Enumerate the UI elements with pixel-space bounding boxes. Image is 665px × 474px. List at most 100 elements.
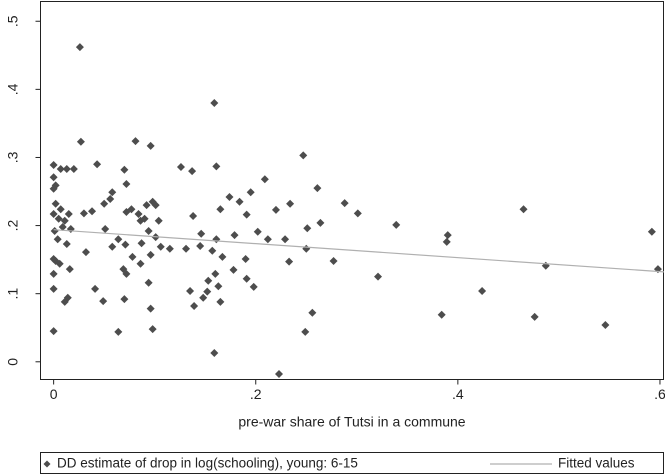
- point: [519, 205, 528, 214]
- point: [121, 240, 130, 249]
- point: [235, 197, 244, 206]
- point: [530, 312, 539, 321]
- x-axis-title: pre-war share of Tutsi in a commune: [238, 414, 465, 430]
- point: [56, 165, 65, 174]
- point: [140, 214, 149, 223]
- y-tick-label: .2: [5, 220, 21, 232]
- point: [225, 192, 234, 201]
- point: [437, 310, 446, 319]
- point: [242, 274, 251, 283]
- point: [197, 229, 206, 238]
- point: [55, 259, 64, 268]
- point: [75, 43, 84, 52]
- point: [49, 184, 58, 193]
- point: [146, 304, 155, 313]
- point: [263, 235, 272, 244]
- point: [99, 297, 108, 306]
- point: [148, 197, 157, 206]
- point: [127, 205, 136, 214]
- point: [353, 209, 362, 218]
- point: [146, 141, 155, 150]
- y-tick-label: .3: [5, 151, 21, 163]
- point: [303, 224, 312, 233]
- point: [260, 175, 269, 184]
- point: [301, 327, 310, 336]
- point: [120, 295, 129, 304]
- point: [63, 293, 72, 302]
- x-tick-label: .4: [452, 386, 464, 402]
- point: [196, 242, 205, 251]
- x-tick-label: 0: [50, 386, 58, 402]
- point: [49, 269, 58, 278]
- point: [100, 199, 109, 208]
- point: [128, 252, 137, 261]
- point: [62, 165, 71, 174]
- point: [313, 184, 322, 193]
- point: [64, 209, 73, 218]
- point: [246, 188, 255, 197]
- point: [69, 165, 78, 174]
- legend-label: DD estimate of drop in log(schooling), y…: [57, 456, 358, 471]
- point: [210, 98, 219, 107]
- point: [108, 242, 117, 251]
- y-tick-label: .4: [5, 83, 21, 95]
- point: [190, 301, 199, 310]
- point: [49, 173, 58, 182]
- point: [210, 348, 219, 357]
- point: [144, 278, 153, 287]
- point: [156, 242, 165, 251]
- point: [286, 199, 295, 208]
- point: [81, 248, 90, 257]
- point: [329, 256, 338, 265]
- y-tick-label: .1: [5, 288, 21, 300]
- point: [165, 244, 174, 253]
- point: [182, 244, 191, 253]
- point: [62, 239, 71, 248]
- point: [340, 199, 349, 208]
- point: [208, 246, 217, 255]
- point: [316, 218, 325, 227]
- point: [203, 287, 212, 296]
- point: [56, 205, 65, 214]
- x-tick-label: .2: [250, 386, 262, 402]
- point: [76, 137, 85, 146]
- legend-marker: [43, 460, 51, 468]
- point: [122, 269, 131, 278]
- point: [88, 207, 97, 216]
- point: [281, 235, 290, 244]
- point: [122, 180, 131, 189]
- point: [214, 282, 223, 291]
- point: [50, 227, 59, 236]
- point: [241, 254, 250, 263]
- point: [374, 272, 383, 281]
- point: [274, 370, 283, 379]
- point: [54, 214, 63, 223]
- point: [199, 293, 208, 302]
- point: [51, 199, 60, 208]
- point: [299, 151, 308, 160]
- point: [114, 327, 123, 336]
- point: [142, 201, 151, 210]
- point: [442, 237, 451, 246]
- point: [216, 205, 225, 214]
- point: [120, 165, 129, 174]
- point: [204, 276, 213, 285]
- point: [131, 137, 140, 146]
- point: [218, 252, 227, 261]
- fit-line: [53, 229, 665, 273]
- point: [136, 259, 145, 268]
- point: [91, 284, 100, 293]
- point: [49, 209, 58, 218]
- y-tick-label: .5: [5, 15, 21, 27]
- point: [114, 235, 123, 244]
- point: [101, 224, 110, 233]
- point: [106, 195, 115, 204]
- point: [134, 209, 143, 218]
- point: [392, 220, 401, 229]
- point: [188, 167, 197, 176]
- point: [601, 321, 610, 330]
- point: [216, 297, 225, 306]
- point: [186, 286, 195, 295]
- point: [49, 160, 58, 169]
- point: [647, 227, 656, 236]
